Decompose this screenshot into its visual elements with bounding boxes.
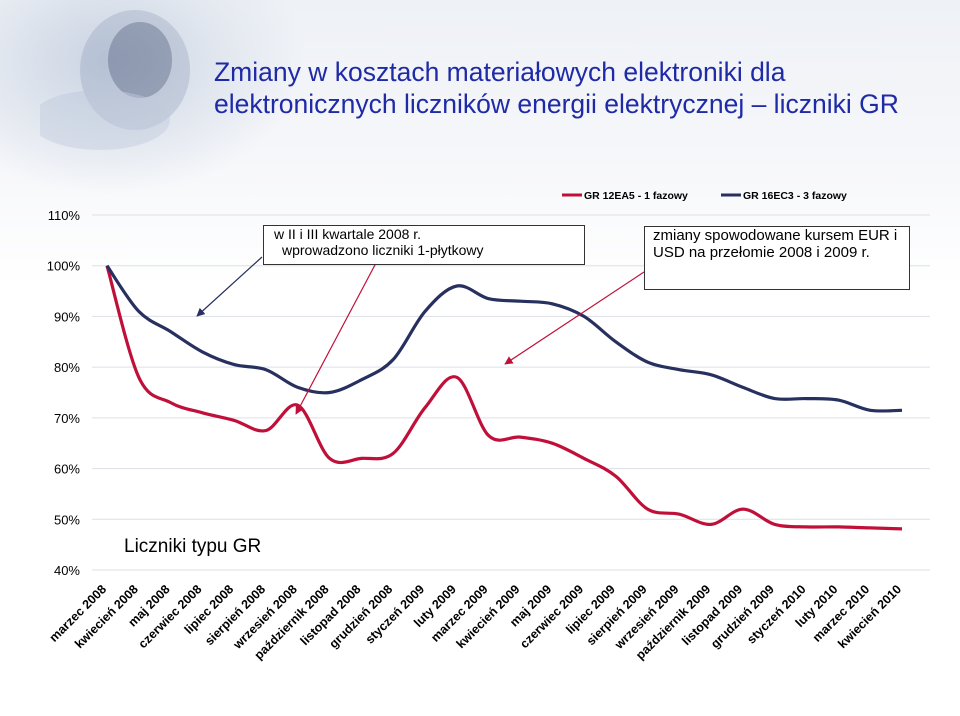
legend: GR 12EA5 - 1 fazowy GR 16EC3 - 3 fazowy (562, 190, 847, 202)
annotation-left-line-2: wprowadzono liczniki 1-płytkowy (282, 242, 484, 258)
series-line-2 (105, 264, 903, 413)
y-tick-label: 110% (48, 208, 81, 223)
series-line-1 (105, 265, 903, 531)
arrow (504, 271, 645, 365)
title-line-1: Zmiany w kosztach materiałowych elektron… (214, 57, 786, 87)
annotation-box-left: w II i III kwartale 2008 r. wprowadzono … (263, 225, 585, 265)
decorative-head-image (40, 10, 190, 150)
annotation-arrows (196, 256, 645, 415)
series-lines (105, 264, 903, 531)
legend-label: GR 12EA5 - 1 fazowy (584, 190, 688, 202)
grid-lines (92, 214, 930, 571)
annotation-left-line-1: w II i III kwartale 2008 r. (274, 226, 422, 242)
legend-label: GR 16EC3 - 3 fazowy (743, 190, 847, 202)
y-tick-label: 100% (47, 259, 81, 274)
y-tick-label: 60% (54, 462, 80, 477)
arrow (295, 262, 377, 415)
slide-title: Zmiany w kosztach materiałowych elektron… (214, 56, 914, 120)
y-axis-ticks: 40% 50% 60% 70% 80% 90% 100% 110% (47, 208, 81, 578)
y-tick-label: 40% (54, 563, 80, 578)
arrow (196, 256, 263, 317)
y-tick-label: 90% (54, 309, 80, 324)
chart-caption: Liczniki typu GR (124, 536, 262, 557)
title-line-2: elektronicznych liczników energii elektr… (214, 89, 899, 119)
annotation-box-right: zmiany spowodowane kursem EUR i USD na p… (644, 226, 910, 290)
y-tick-label: 50% (54, 512, 80, 527)
y-tick-label: 70% (54, 411, 80, 426)
y-tick-label: 80% (54, 360, 80, 375)
